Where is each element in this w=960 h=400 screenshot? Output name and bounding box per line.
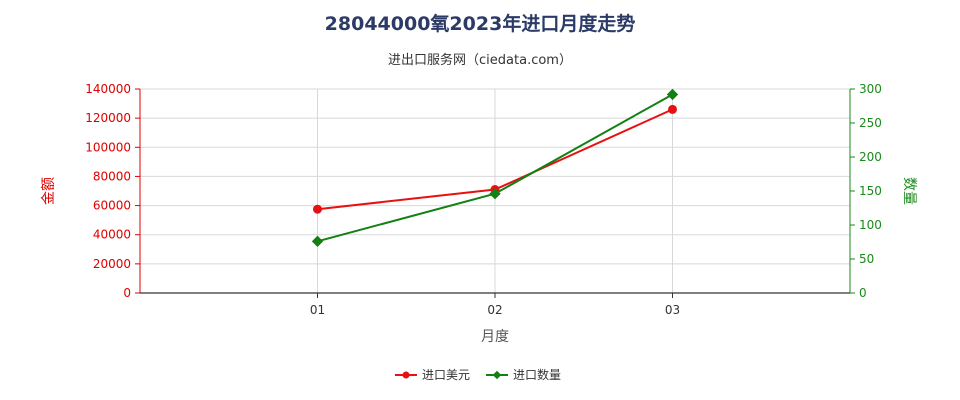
y-right-tick-label: 50 xyxy=(859,252,874,266)
chart-title: 28044000氧2023年进口月度走势 xyxy=(324,13,636,35)
y-right-tick-label: 250 xyxy=(859,116,882,130)
y-right-tick-label: 100 xyxy=(859,218,882,232)
legend-marker-2 xyxy=(492,370,502,380)
y-left-tick-label: 140000 xyxy=(85,82,131,96)
data-point-2 xyxy=(666,88,679,101)
legend-label-1: 进口美元 xyxy=(422,368,470,382)
y-left-tick-label: 20000 xyxy=(93,257,131,271)
y-left-tick-label: 0 xyxy=(123,286,131,300)
y-left-tick-label: 120000 xyxy=(85,111,131,125)
chart-subtitle: 进出口服务网（ciedata.com） xyxy=(388,53,572,68)
y-left-tick-label: 60000 xyxy=(93,199,131,213)
legend-marker-1 xyxy=(402,371,410,379)
y-left-tick-label: 80000 xyxy=(93,169,131,183)
y-right-tick-label: 200 xyxy=(859,150,882,164)
y-right-tick-label: 150 xyxy=(859,184,882,198)
y-left-axis-title: 金额 xyxy=(41,177,57,205)
y-right-tick-label: 0 xyxy=(859,286,867,300)
y-right-axis-title: 数量 xyxy=(901,177,917,205)
x-tick-label: 02 xyxy=(487,303,502,317)
y-left-tick-label: 100000 xyxy=(85,140,131,154)
x-tick-label: 01 xyxy=(310,303,325,317)
y-right-tick-label: 300 xyxy=(859,82,882,96)
x-tick-label: 03 xyxy=(665,303,680,317)
x-axis-title: 月度 xyxy=(481,329,509,345)
y-left-tick-label: 40000 xyxy=(93,228,131,242)
data-point-1 xyxy=(668,104,677,114)
legend-label-2: 进口数量 xyxy=(513,367,561,382)
data-point-2 xyxy=(311,235,324,247)
data-point-2 xyxy=(489,188,501,200)
data-point-1 xyxy=(313,204,322,214)
